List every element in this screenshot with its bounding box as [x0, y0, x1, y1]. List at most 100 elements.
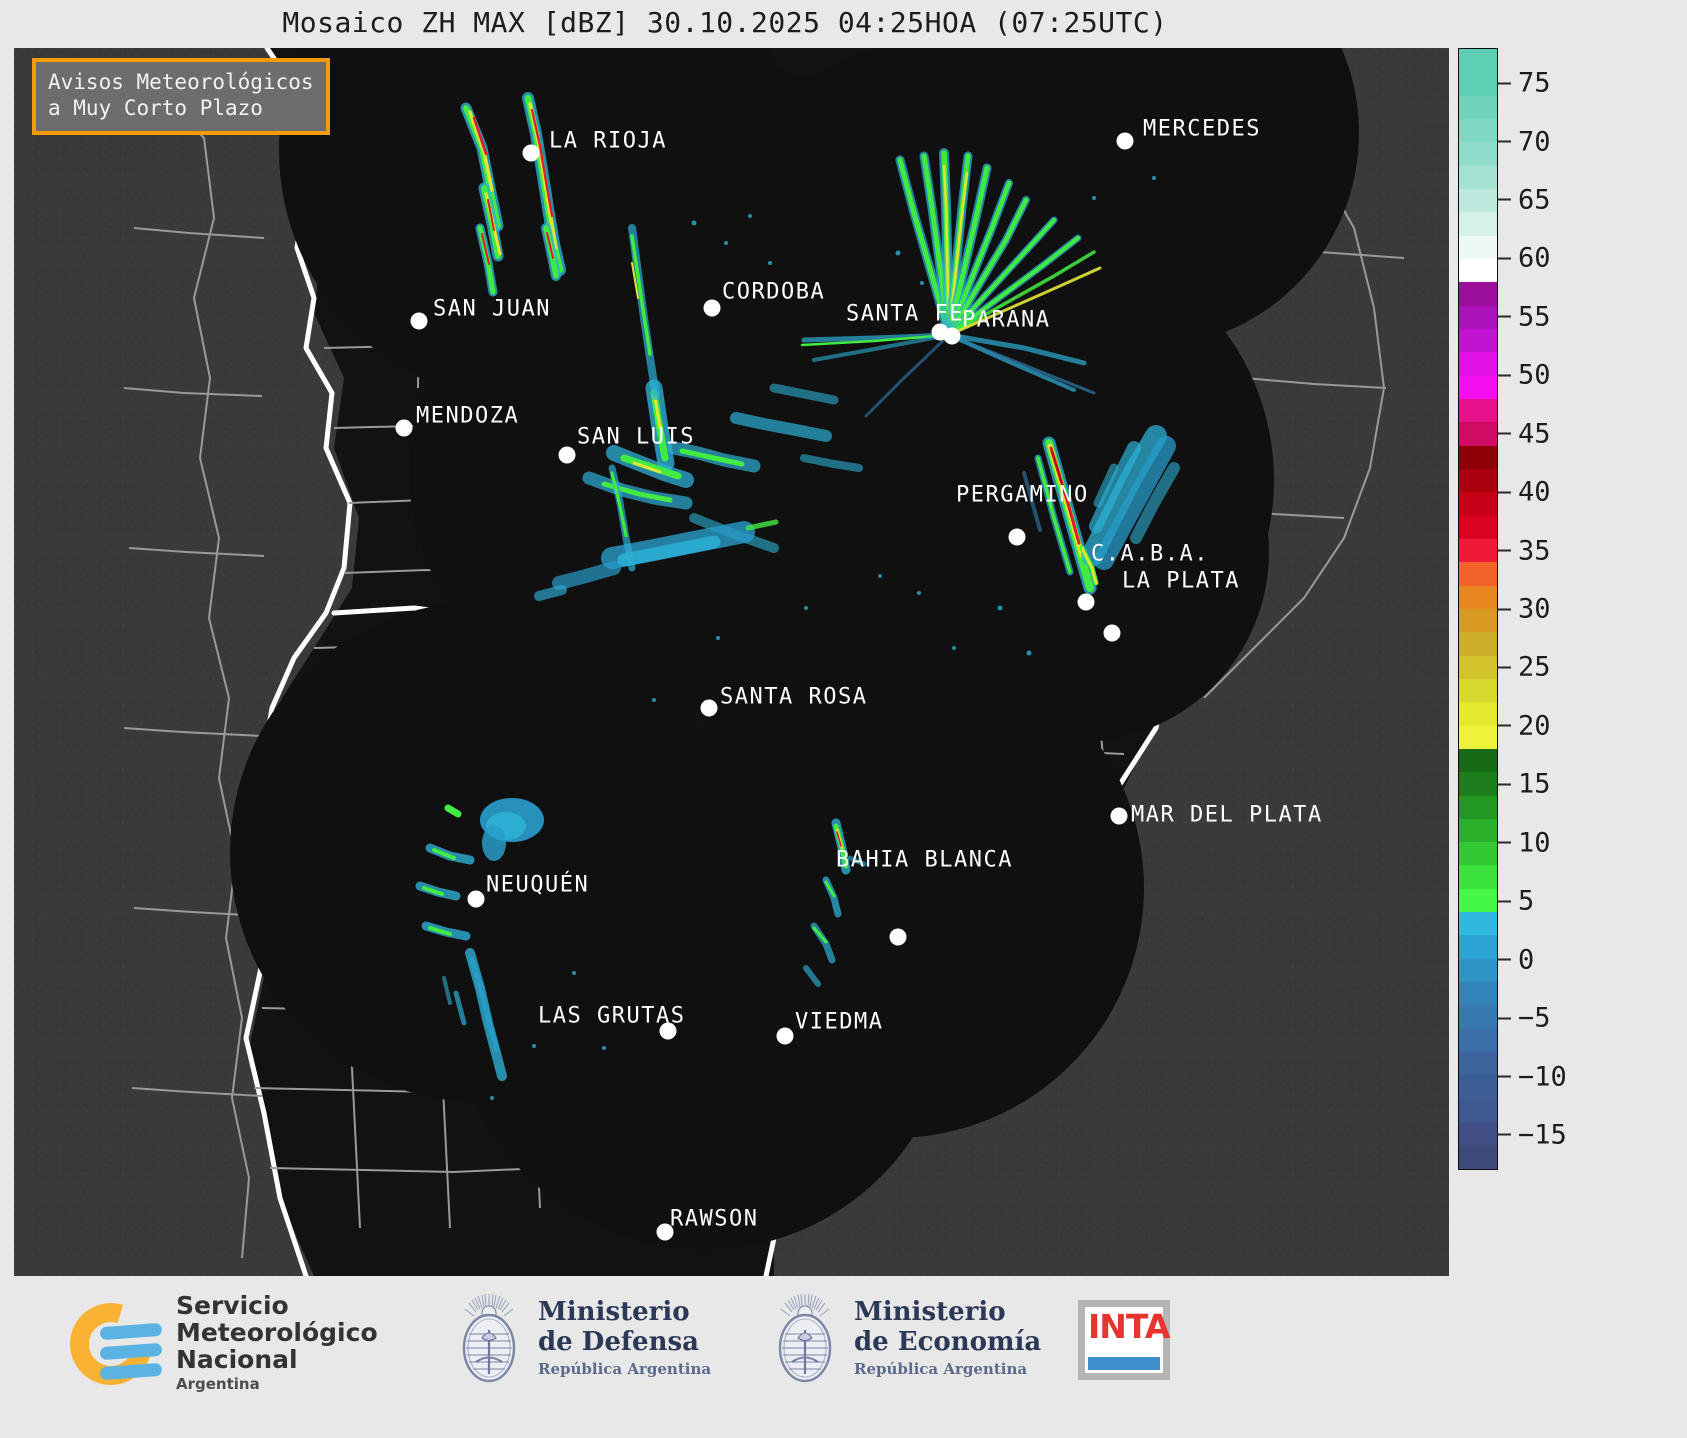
- colorbar-swatch-17: [1459, 445, 1497, 469]
- colorbar-tick--10: −10: [1498, 1061, 1567, 1092]
- colorbar-tick-40: 40: [1498, 477, 1551, 508]
- argentina-coat-of-arms-icon: [462, 1293, 516, 1383]
- colorbar-swatch-32: [1459, 795, 1497, 819]
- colorbar-tick-labels: 75 70 65 60 55 50 45 40 35 30 25 20 15 10 5 0 −5 −10 −15: [1498, 48, 1678, 1170]
- colorbar-swatch-24: [1459, 608, 1497, 633]
- tick-dash-icon: [1498, 724, 1511, 727]
- ministerio-defensa-logo[interactable]: Ministerio de Defensa República Argentin…: [452, 1290, 711, 1386]
- colorbar-swatch-34: [1459, 842, 1497, 866]
- colorbar-tick-35: 35: [1498, 535, 1551, 566]
- colorbar-swatch-29: [1459, 725, 1497, 749]
- colorbar-swatch-40: [1459, 982, 1497, 1006]
- warning-line-1: Avisos Meteorológicos: [48, 70, 314, 94]
- colorbar-swatch-37: [1459, 912, 1497, 936]
- city-label: VIEDMA: [795, 1009, 884, 1035]
- city-dot-icon: [1116, 132, 1134, 150]
- tick-label: 25: [1518, 651, 1551, 683]
- economia-line-1: Ministerio: [854, 1296, 1006, 1327]
- city-dot-icon: [467, 890, 485, 908]
- colorbar-tick-25: 25: [1498, 652, 1551, 683]
- colorbar-swatch-0: [1459, 49, 1497, 73]
- colorbar-swatch-30: [1459, 748, 1497, 773]
- colorbar-swatch-39: [1459, 958, 1497, 983]
- city-dot-icon: [1103, 624, 1121, 642]
- tick-label: −5: [1518, 1002, 1551, 1034]
- colorbar-swatch-5: [1459, 165, 1497, 189]
- city-label: MERCEDES: [1143, 116, 1261, 142]
- tick-dash-icon: [1498, 432, 1511, 435]
- colorbar-swatch-10: [1459, 282, 1497, 306]
- city-dot-icon: [1077, 593, 1095, 611]
- colorbar-tick-45: 45: [1498, 418, 1551, 449]
- tick-dash-icon: [1498, 491, 1511, 494]
- colorbar-swatch-18: [1459, 468, 1497, 493]
- tick-label: 35: [1518, 535, 1551, 567]
- tick-label: −10: [1518, 1061, 1567, 1092]
- tick-dash-icon: [1498, 958, 1511, 961]
- colorbar-swatch-45: [1459, 1098, 1497, 1123]
- colorbar-tick-55: 55: [1498, 301, 1551, 332]
- colorbar-tick-65: 65: [1498, 184, 1551, 215]
- smn-line-3: Nacional: [176, 1345, 298, 1374]
- reflectivity-colorbar: [1458, 48, 1498, 1170]
- tick-dash-icon: [1498, 257, 1511, 260]
- economia-subtitle: República Argentina: [854, 1360, 1028, 1379]
- colorbar-swatch-36: [1459, 888, 1497, 913]
- city-dot-icon: [410, 312, 428, 330]
- tick-label: 20: [1518, 710, 1551, 742]
- radar-map-panel[interactable]: LA RIOJA MERCEDES SAN JUAN CORDOBA SANTA FE P…: [14, 48, 1449, 1276]
- tick-dash-icon: [1498, 608, 1511, 610]
- page-title: Mosaico ZH MAX [dBZ] 30.10.2025 04:25HOA…: [282, 6, 1168, 39]
- colorbar-swatch-6: [1459, 188, 1497, 213]
- city-label: SAN JUAN: [433, 296, 551, 322]
- tick-label: 30: [1518, 593, 1551, 625]
- colorbar-tick-75: 75: [1498, 68, 1551, 99]
- tick-dash-icon: [1498, 1017, 1511, 1020]
- footer-logos: Servicio Meteorológico Nacional Argentin…: [0, 1278, 1687, 1438]
- smn-subtitle: Argentina: [176, 1375, 260, 1393]
- inta-logo[interactable]: INTA: [1078, 1300, 1170, 1380]
- argentina-coat-of-arms-icon: [778, 1293, 832, 1383]
- colorbar-tick-20: 20: [1498, 710, 1551, 741]
- colorbar-swatch-44: [1459, 1075, 1497, 1099]
- smn-emblem-icon: [55, 1288, 167, 1399]
- colorbar-swatch-31: [1459, 772, 1497, 796]
- short-term-warning-box[interactable]: Avisos Meteorológicos a Muy Corto Plazo: [32, 58, 330, 135]
- tick-dash-icon: [1498, 82, 1511, 85]
- inta-wordmark: INTA: [1088, 1307, 1170, 1346]
- tick-label: 10: [1518, 827, 1551, 859]
- colorbar-swatch-21: [1459, 538, 1497, 563]
- tick-dash-icon: [1498, 1133, 1511, 1136]
- tick-label: 40: [1518, 476, 1551, 508]
- colorbar-swatch-3: [1459, 118, 1497, 143]
- ministerio-economia-logo[interactable]: Ministerio de Economía República Argenti…: [768, 1290, 1041, 1386]
- city-label: SANTA ROSA: [720, 684, 868, 710]
- colorbar-swatch-27: [1459, 678, 1497, 703]
- colorbar-swatch-46: [1459, 1122, 1497, 1146]
- city-label: BAHIA BLANCA: [836, 847, 1013, 873]
- economia-line-2: de Economía: [854, 1326, 1042, 1357]
- colorbar-swatch-16: [1459, 422, 1497, 446]
- city-dot-icon: [395, 419, 413, 437]
- tick-label: 0: [1518, 944, 1535, 976]
- city-label: LAS GRUTAS: [538, 1003, 686, 1029]
- city-label: MAR DEL PLATA: [1131, 802, 1323, 828]
- tick-dash-icon: [1498, 140, 1511, 143]
- city-label: PERGAMINO: [956, 482, 1089, 508]
- colorbar-tick-5: 5: [1498, 886, 1534, 917]
- colorbar-tick-0: 0: [1498, 944, 1534, 975]
- colorbar-tick-10: 10: [1498, 827, 1551, 858]
- tick-dash-icon: [1498, 198, 1511, 201]
- smn-logo[interactable]: Servicio Meteorológico Nacional Argentin…: [55, 1288, 378, 1399]
- colorbar-swatch-11: [1459, 305, 1497, 329]
- city-label: SAN LUIS: [577, 424, 695, 450]
- city-label: PARANA: [962, 307, 1051, 333]
- tick-label: 60: [1518, 242, 1551, 274]
- tick-label: 75: [1518, 67, 1551, 99]
- city-label: MENDOZA: [416, 403, 520, 429]
- smn-line-2: Meteorológico: [176, 1318, 378, 1347]
- colorbar-tick--5: −5: [1498, 1003, 1551, 1034]
- city-label: RAWSON: [670, 1206, 759, 1232]
- colorbar-swatch-4: [1459, 142, 1497, 166]
- defensa-subtitle: República Argentina: [538, 1360, 712, 1379]
